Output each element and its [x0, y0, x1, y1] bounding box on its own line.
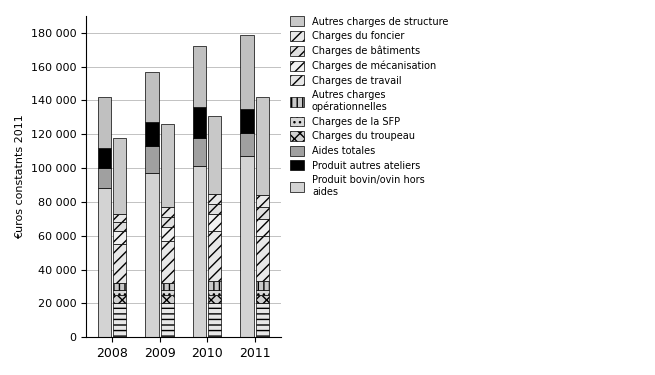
Bar	[160, 295, 174, 303]
Y-axis label: €uros constatnts 2011: €uros constatnts 2011	[15, 114, 25, 239]
Bar	[113, 303, 126, 337]
Bar	[240, 34, 253, 109]
Bar	[113, 290, 126, 295]
Bar	[160, 283, 174, 290]
Bar	[193, 107, 206, 138]
Bar	[208, 116, 221, 194]
Bar	[145, 72, 159, 123]
Bar	[98, 188, 111, 337]
Bar	[255, 282, 269, 290]
Bar	[193, 46, 206, 107]
Bar	[255, 207, 269, 219]
Bar	[113, 295, 126, 303]
Bar	[113, 283, 126, 290]
Bar	[208, 194, 221, 204]
Bar	[113, 222, 126, 231]
Bar	[113, 138, 126, 214]
Bar	[208, 303, 221, 337]
Bar	[240, 133, 253, 156]
Bar	[208, 290, 221, 295]
Bar	[113, 231, 126, 244]
Bar	[113, 214, 126, 222]
Bar	[255, 295, 269, 303]
Bar	[255, 290, 269, 295]
Bar	[145, 173, 159, 337]
Bar	[208, 282, 221, 290]
Bar	[160, 207, 174, 217]
Bar	[240, 109, 253, 133]
Bar	[160, 227, 174, 241]
Bar	[255, 236, 269, 282]
Bar	[208, 214, 221, 231]
Bar	[255, 97, 269, 195]
Bar	[193, 166, 206, 337]
Bar	[160, 217, 174, 227]
Bar	[98, 168, 111, 188]
Bar	[98, 148, 111, 168]
Bar	[255, 303, 269, 337]
Bar	[193, 138, 206, 166]
Bar	[145, 146, 159, 173]
Bar	[145, 123, 159, 146]
Bar	[160, 124, 174, 207]
Bar	[255, 219, 269, 236]
Bar	[160, 290, 174, 295]
Bar	[208, 204, 221, 214]
Bar	[98, 97, 111, 148]
Bar	[160, 303, 174, 337]
Bar	[113, 244, 126, 283]
Legend: Autres charges de structure, Charges du foncier, Charges de bâtiments, Charges d: Autres charges de structure, Charges du …	[288, 14, 450, 199]
Bar	[208, 231, 221, 282]
Bar	[160, 241, 174, 283]
Bar	[240, 156, 253, 337]
Bar	[255, 195, 269, 207]
Bar	[208, 295, 221, 303]
